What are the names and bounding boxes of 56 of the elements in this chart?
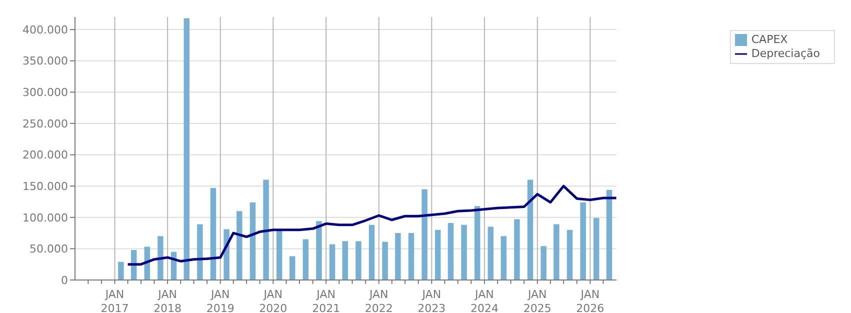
bar bbox=[276, 230, 282, 280]
bar bbox=[368, 224, 375, 280]
bar bbox=[434, 230, 441, 280]
bar bbox=[382, 242, 388, 280]
bar bbox=[316, 221, 322, 280]
bar bbox=[302, 239, 309, 280]
bar bbox=[580, 202, 586, 280]
bar bbox=[448, 223, 454, 280]
legend-label: Depreciação bbox=[751, 47, 820, 60]
bar bbox=[250, 202, 256, 280]
y-tick-label: 400.000 bbox=[22, 23, 68, 36]
bar bbox=[488, 226, 494, 280]
bar bbox=[342, 241, 348, 280]
x-tick-label: JAN 2025 bbox=[523, 288, 552, 313]
bar bbox=[289, 256, 296, 280]
y-tick-label: 0 bbox=[61, 274, 68, 287]
y-tick-label: 200.000 bbox=[22, 148, 68, 162]
x-tick-label: JAN 2026 bbox=[576, 288, 604, 313]
bar bbox=[329, 244, 336, 280]
bar bbox=[514, 219, 520, 280]
line-series bbox=[126, 184, 616, 266]
bar bbox=[210, 188, 216, 280]
x-tick-label: JAN 2017 bbox=[100, 288, 129, 313]
y-tick-label: 150.000 bbox=[22, 180, 68, 193]
bar bbox=[474, 206, 480, 280]
bar bbox=[236, 211, 242, 280]
bar bbox=[197, 224, 203, 280]
bar bbox=[118, 262, 124, 280]
bar bbox=[395, 233, 401, 280]
bar bbox=[554, 224, 560, 280]
y-tick-label: 350.000 bbox=[22, 54, 68, 68]
bar bbox=[566, 230, 573, 280]
bar bbox=[594, 218, 600, 280]
x-tick-label: JAN 2024 bbox=[470, 288, 498, 313]
y-tick-label: 50.000 bbox=[30, 242, 68, 256]
bar bbox=[461, 224, 467, 280]
bar bbox=[527, 180, 534, 280]
bar bbox=[408, 233, 414, 280]
x-tick-label: JAN 2022 bbox=[364, 288, 393, 313]
bar bbox=[356, 241, 362, 280]
bar bbox=[263, 180, 269, 280]
x-tick-label: JAN 2021 bbox=[312, 288, 340, 313]
bar bbox=[540, 246, 546, 280]
bar bbox=[184, 18, 190, 280]
bar bbox=[158, 236, 164, 280]
x-tick-label: JAN 2020 bbox=[259, 288, 288, 313]
y-tick-label: 250.000 bbox=[22, 117, 68, 130]
x-tick-label: JAN 2018 bbox=[154, 288, 182, 313]
bar bbox=[422, 189, 428, 280]
legend-label: CAPEX bbox=[751, 33, 788, 46]
bar bbox=[606, 190, 612, 280]
y-tick-label: 100.000 bbox=[22, 211, 68, 224]
y-tick-label: 300.000 bbox=[22, 86, 68, 100]
bar bbox=[500, 236, 507, 280]
x-tick-label: JAN 2019 bbox=[206, 288, 234, 313]
x-tick-label: JAN 2023 bbox=[418, 288, 446, 313]
